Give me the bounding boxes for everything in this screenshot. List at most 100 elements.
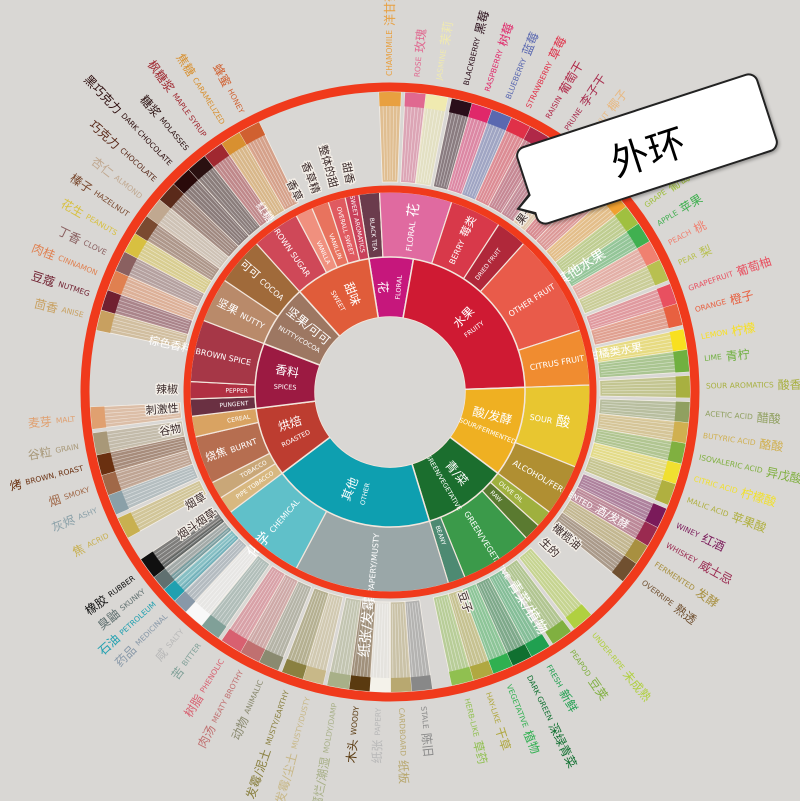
outer-segment-stripe — [594, 317, 667, 338]
outer-segment-stripe — [208, 170, 256, 229]
outer-segment-stripe — [172, 205, 230, 255]
outer-segment-stripe — [258, 580, 294, 647]
outer-label: HERB-LIKE草药 — [460, 697, 490, 766]
outer-label-zh: 木头 — [344, 738, 360, 763]
outer-segment-stripe — [413, 107, 423, 182]
outer-segment-tip — [389, 677, 412, 692]
outer-segment-stripe — [579, 485, 647, 520]
outer-segment-stripe — [582, 272, 650, 304]
outer-segment-stripe — [174, 203, 231, 253]
outer-segment-stripe — [164, 215, 224, 262]
outer-label-en: ACETIC ACID — [705, 409, 753, 421]
category-label-zh: 花 — [376, 281, 392, 294]
outer-segment-stripe — [560, 517, 621, 562]
outer-segment-stripe — [561, 223, 622, 268]
outer-segment-stripe — [471, 587, 501, 656]
outer-segment-stripe — [422, 109, 436, 183]
outer-segment-stripe — [394, 603, 397, 678]
outer-segment-stripe — [559, 220, 620, 266]
outer-label-en: BLUEBERRY — [504, 56, 529, 100]
outer-segment-stripe — [223, 564, 267, 625]
outer-label-en: SMOKY — [63, 485, 91, 502]
outer-label: LIME 青柠 — [703, 346, 750, 366]
outer-segment-stripe — [123, 287, 193, 316]
outer-segment-stripe — [529, 550, 580, 607]
outer-segment-stripe — [482, 582, 516, 650]
outer-label-zh: 洋甘菊 — [382, 0, 397, 26]
outer-segment-tip — [146, 198, 172, 225]
outer-segment-tip — [615, 206, 640, 233]
outer-segment-stripe — [601, 406, 676, 413]
wheel-center — [315, 317, 465, 467]
outer-segment-stripe — [186, 190, 240, 244]
outer-segment-stripe — [105, 412, 180, 421]
outer-segment-stripe — [165, 523, 224, 570]
middle-label-zh: 辣椒 — [156, 382, 178, 396]
outer-label: 腐烂/潮湿 MOLDY/DAMP — [308, 701, 341, 801]
outer-segment-tip — [258, 648, 284, 671]
category-spices[interactable]: 香料 SPICES — [254, 342, 321, 410]
middle-label-zh: 纸张/发霉 — [356, 596, 378, 658]
outer-label-zh: 树脂 — [180, 691, 205, 719]
outer-segment-stripe — [372, 603, 378, 678]
outer-segment-tip — [487, 109, 513, 131]
outer-segment-stripe — [569, 505, 632, 546]
outer-segment-stripe — [143, 245, 208, 285]
middle-outside-label: 刺激性 — [145, 401, 179, 418]
outer-segment-stripe — [589, 461, 661, 487]
outer-segment-tip — [200, 613, 227, 639]
outer-segment-stripe — [136, 490, 203, 526]
middle-label: PEPPER — [225, 387, 248, 394]
middle-segment: 坚果NUTTY — [202, 279, 279, 345]
outer-segment-tip — [185, 600, 211, 626]
outer-segment-tip — [115, 250, 138, 277]
outer-segment-stripe — [290, 590, 317, 661]
outer-segment-stripe — [140, 251, 206, 289]
outer-segment-stripe — [383, 603, 386, 678]
outer-segment-stripe — [558, 218, 618, 264]
outer-segment-tip — [221, 628, 248, 653]
outer-segment-stripe — [592, 452, 665, 475]
outer-segment-stripe — [572, 499, 637, 537]
outer-label-en: CITRIC ACID — [693, 474, 739, 495]
outer-segment-stripe — [386, 106, 388, 181]
outer-segment-stripe — [435, 598, 453, 672]
outer-label: GRAPEFRUIT葡萄柚 — [686, 253, 773, 295]
outer-segment-stripe — [587, 469, 657, 497]
outer-label-en: GRAIN — [55, 442, 80, 455]
outer-label-zh: 橙子 — [728, 286, 755, 307]
outer-segment-tip — [107, 489, 129, 515]
outer-segment-stripe — [252, 140, 289, 207]
outer-segment-stripe — [588, 292, 659, 319]
outer-segment-stripe — [205, 172, 254, 230]
outer-segment-tip — [101, 470, 122, 496]
outer-segment-stripe — [452, 118, 476, 190]
outer-segment-stripe — [192, 545, 245, 600]
outer-segment-stripe — [598, 342, 672, 356]
outer-segment-stripe — [202, 551, 252, 609]
outer-segment-stripe — [509, 566, 552, 629]
outer-segment-stripe — [188, 188, 242, 242]
outer-segment-tip — [409, 675, 433, 692]
outer-segment-stripe — [572, 246, 637, 285]
outer-label-en: WINEY — [675, 521, 701, 540]
outer-segment: CARDBOARD 纸板 — [389, 601, 412, 784]
outer-segment-stripe — [577, 257, 643, 293]
outer-segment-stripe — [108, 431, 182, 446]
outer-label-zh: 腐烂/潮湿 — [308, 756, 332, 801]
outer-label-en: LEMON — [700, 328, 728, 342]
outer-label-en: FRESH — [545, 663, 565, 689]
outer-label-en: GRAPEFRUIT — [687, 269, 735, 293]
middle-label-zh: 花 — [405, 202, 423, 218]
outer-label: SOUR AROMATICS 酸香 — [706, 376, 800, 393]
outer-segment-stripe — [382, 106, 386, 181]
outer-segment-stripe — [138, 492, 204, 529]
outer-segment-stripe — [402, 603, 408, 678]
outer-segment-stripe — [570, 502, 634, 543]
outer-segment-stripe — [352, 602, 363, 676]
